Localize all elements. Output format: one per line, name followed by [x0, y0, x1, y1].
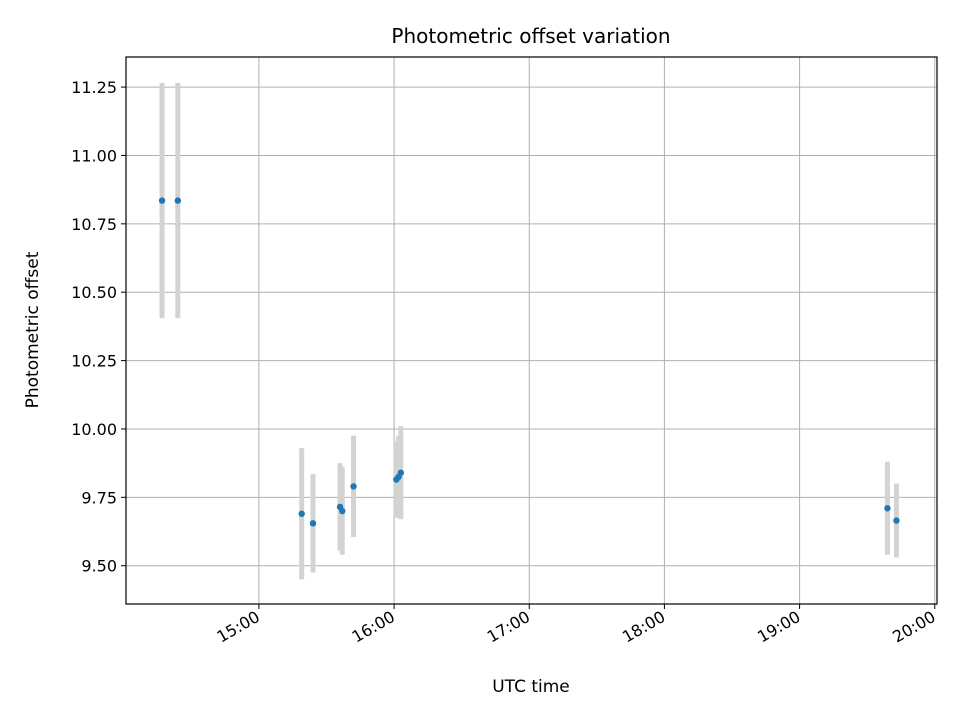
data-point: [339, 507, 346, 515]
data-point: [350, 483, 357, 490]
y-tick-label: 9.50: [81, 557, 117, 576]
y-tick-label: 10.50: [71, 283, 117, 302]
data-point: [309, 520, 317, 527]
data-point: [298, 510, 305, 517]
data-point: [158, 197, 166, 204]
y-tick-label: 11.25: [71, 78, 117, 97]
grid: [126, 57, 937, 604]
data-point: [397, 469, 405, 476]
x-axis-label: UTC time: [492, 677, 570, 697]
data-point: [893, 517, 900, 524]
y-tick-label: 10.00: [71, 420, 117, 439]
data-points: [158, 197, 900, 527]
y-axis-label: Photometric offset: [23, 251, 43, 408]
data-point: [884, 505, 891, 512]
y-tick-label: 10.25: [71, 352, 117, 371]
y-tick-label: 9.75: [81, 488, 117, 507]
y-tick-label: 11.00: [71, 146, 117, 165]
chart-title: Photometric offset variation: [391, 24, 670, 48]
plot-frame: [125, 56, 938, 605]
y-tick-label: 10.75: [71, 215, 117, 234]
data-point: [174, 197, 182, 204]
y-axis-ticks: 9.50 9.75 10.00 10.25 10.50 10.75 11.00 11.25: [71, 78, 126, 576]
